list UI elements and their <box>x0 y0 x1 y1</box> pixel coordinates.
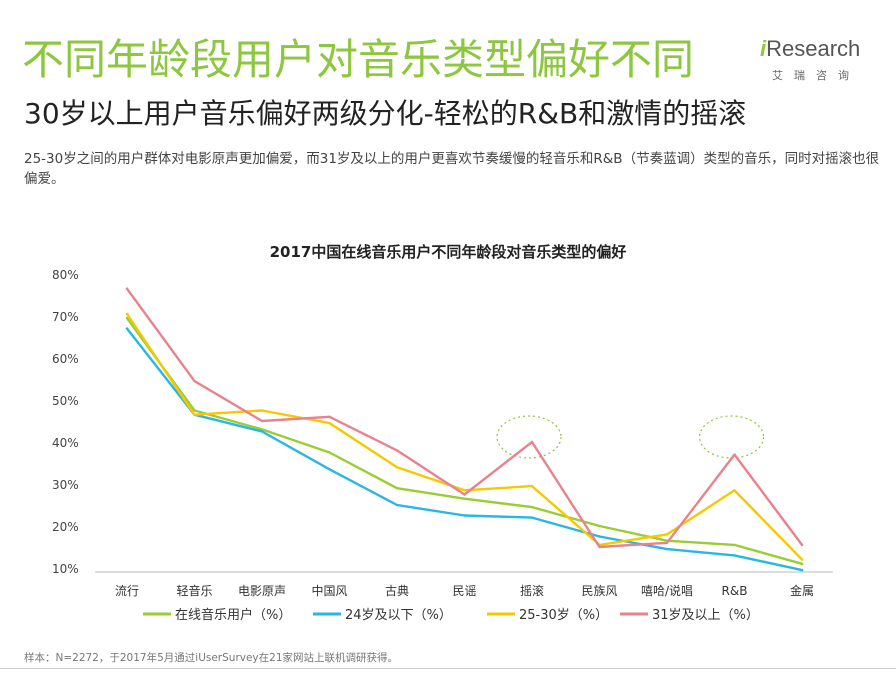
x-tick-label: 电影原声 <box>238 584 286 598</box>
data-point <box>193 379 196 383</box>
data-point <box>193 413 196 416</box>
y-tick-label: 40% <box>52 436 79 450</box>
x-tick-label: R&B <box>722 584 748 598</box>
chart-title: 2017中国在线音乐用户不同年龄段对音乐类型的偏好 <box>270 243 627 261</box>
data-point <box>733 453 736 456</box>
x-tick-label: 流行 <box>115 584 139 598</box>
data-point <box>665 547 669 551</box>
iresearch-logo: iResearch 艾瑞咨询 <box>760 36 880 86</box>
data-point <box>463 493 466 496</box>
line-chart: 2017中国在线音乐用户不同年龄段对音乐类型的偏好 80% 70% 60% 50% 40%… <box>52 243 833 623</box>
logo-wordmark: iResearch <box>760 36 860 62</box>
data-point <box>193 409 196 412</box>
logo-subtitle: 艾瑞咨询 <box>772 69 860 82</box>
data-point <box>395 487 399 490</box>
logo-rest: Research <box>766 36 861 61</box>
description-text: 25-30岁之间的用户群体对电影原声更加偏爱，而31岁及以上的用户更喜欢节奏缓慢… <box>24 151 880 187</box>
data-point <box>800 562 804 565</box>
x-tick-label: 中国风 <box>311 583 347 598</box>
data-point <box>260 419 264 423</box>
legend-label: 在线音乐用户（%） <box>175 607 291 623</box>
x-tick-label: 民族风 <box>581 584 617 598</box>
data-point <box>328 468 331 471</box>
data-point <box>463 514 466 517</box>
data-point <box>125 312 129 316</box>
data-point <box>260 428 264 431</box>
x-tick-label: 古典 <box>385 583 409 598</box>
series-line <box>125 312 804 561</box>
data-point <box>800 558 804 561</box>
data-point <box>665 541 669 544</box>
data-point <box>328 451 331 454</box>
data-point <box>125 327 129 330</box>
data-point <box>395 466 399 469</box>
data-point <box>530 516 534 519</box>
legend-label: 25-30岁（%） <box>519 608 608 623</box>
data-point <box>800 543 804 547</box>
x-tick-label: 轻音乐 <box>176 583 212 598</box>
x-tick-label: 金属 <box>790 583 814 598</box>
data-point <box>733 489 736 492</box>
legend-label: 24岁及以下（%） <box>345 608 452 623</box>
data-point <box>463 489 466 492</box>
data-point <box>463 497 466 500</box>
data-point <box>125 287 129 290</box>
data-point <box>260 430 264 433</box>
data-point <box>733 543 736 547</box>
highlight-ellipse <box>496 415 562 459</box>
data-point <box>395 503 399 507</box>
data-point <box>733 554 736 557</box>
page-title: 不同年龄段用户对音乐类型偏好不同 <box>22 35 695 84</box>
y-tick-label: 80% <box>52 268 79 282</box>
x-tick-label: 嘻哈/说唱 <box>641 583 693 598</box>
x-tick-label: 摇滚 <box>520 583 544 598</box>
x-tick-label: 民谣 <box>452 584 476 598</box>
highlight-ellipse <box>698 415 765 459</box>
legend-label: 31岁及以上（%） <box>652 608 759 623</box>
data-point <box>395 449 399 452</box>
data-point <box>665 533 669 536</box>
source-note: 样本：N=2272，于2017年5月通过iUserSurvey在21家网站上联机… <box>24 652 399 664</box>
data-point <box>530 484 534 488</box>
y-tick-label: 30% <box>52 478 79 492</box>
series-line <box>125 327 804 572</box>
y-tick-label: 10% <box>52 562 79 576</box>
y-tick-label: 50% <box>52 394 79 408</box>
data-point <box>598 535 601 538</box>
data-point <box>598 524 601 528</box>
data-point <box>328 415 331 418</box>
page-subtitle: 30岁以上用户音乐偏好两级分化-轻松的R&B和激情的摇滚 <box>24 97 747 130</box>
series-line <box>125 287 804 549</box>
data-point <box>598 545 601 549</box>
data-point <box>328 421 331 425</box>
y-tick-label: 20% <box>52 520 79 534</box>
y-tick-label: 70% <box>52 310 79 324</box>
data-point <box>530 505 534 509</box>
logo-i: i <box>760 36 767 61</box>
data-point <box>530 440 534 444</box>
bottom-divider <box>0 668 896 669</box>
data-point <box>125 316 129 320</box>
data-point <box>800 568 804 572</box>
series-line <box>125 316 804 565</box>
y-tick-label: 60% <box>52 352 79 366</box>
data-point <box>260 409 264 412</box>
